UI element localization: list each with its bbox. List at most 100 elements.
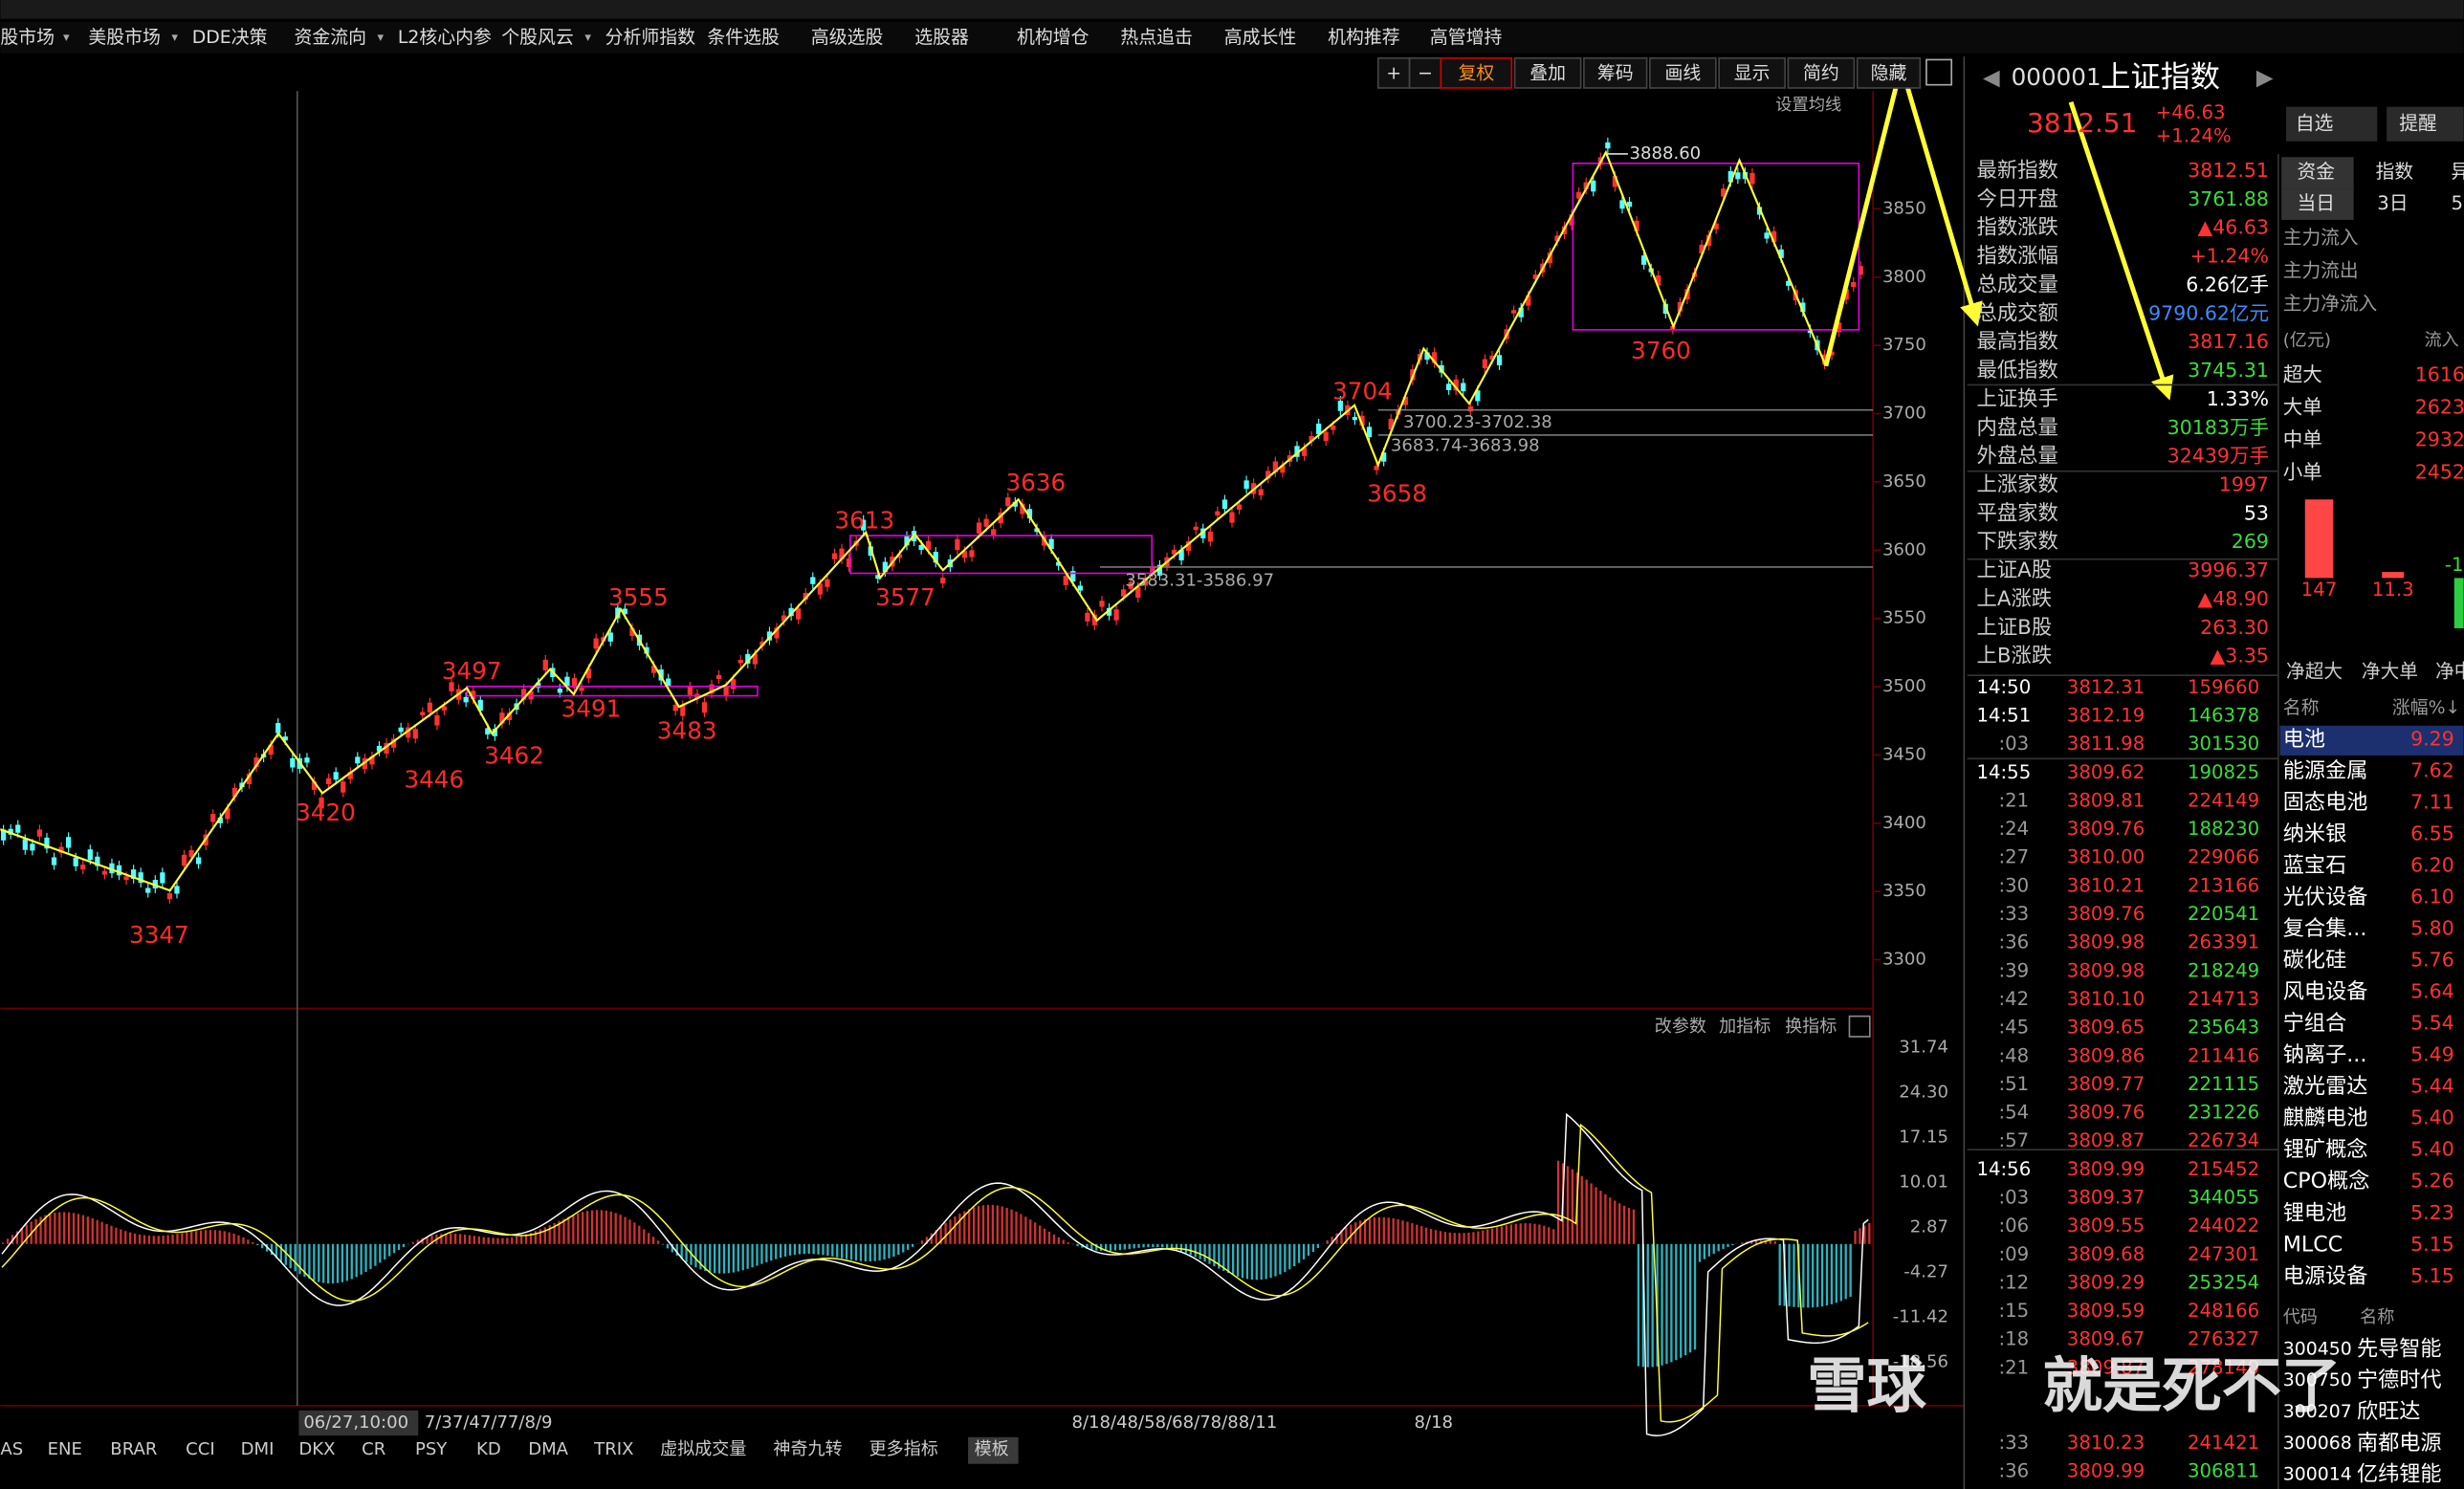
menu-item[interactable]: 选股器 — [914, 27, 969, 48]
toolbar-button[interactable] — [1649, 56, 1717, 89]
stock-name[interactable]: 南都电源 — [2357, 1431, 2442, 1456]
menu-item[interactable]: 热点追击 — [1120, 27, 1193, 48]
toolbar-label[interactable]: 简约 — [1803, 63, 1839, 84]
sector-name[interactable]: 风电设备 — [2283, 979, 2368, 1004]
fullscreen-icon[interactable] — [1925, 58, 1953, 86]
histogram-bar — [582, 1212, 584, 1244]
stock-name[interactable]: 先导智能 — [2357, 1336, 2442, 1361]
histogram-bar — [864, 1243, 867, 1261]
sector-name[interactable]: CPO概念 — [2283, 1169, 2370, 1193]
indicator-tab[interactable]: DMA — [528, 1439, 568, 1459]
menu-item[interactable]: 分析师指数 — [605, 27, 695, 48]
menu-item[interactable]: 机构增仓 — [1017, 27, 1089, 48]
sector-name[interactable]: 宁组合 — [2283, 1011, 2346, 1036]
toolbar-button[interactable] — [1856, 56, 1922, 89]
sector-name[interactable]: 复合集... — [2283, 916, 2367, 941]
indicator-tab[interactable]: ENE — [48, 1439, 82, 1459]
indicator-tab[interactable]: DMI — [241, 1439, 275, 1459]
sector-name[interactable]: 固态电池 — [2283, 790, 2368, 815]
close-button[interactable] — [1848, 1015, 1871, 1038]
button[interactable] — [2286, 106, 2378, 142]
indicator-tab[interactable]: 虚拟成交量 — [660, 1439, 746, 1459]
menu-item[interactable]: DDE决策 — [192, 27, 268, 48]
toolbar-button[interactable] — [1718, 56, 1786, 89]
toolbar-label[interactable]: 复权 — [1459, 63, 1495, 84]
tab[interactable]: 指数 — [2376, 161, 2414, 183]
indicator-tab[interactable]: 神奇九转 — [773, 1439, 842, 1459]
histogram-bar — [1529, 1223, 1531, 1244]
ma-setting[interactable]: 设置均线 — [1775, 96, 1841, 115]
menu-item[interactable]: 高级选股 — [811, 27, 884, 48]
sector-name[interactable]: 麒麟电池 — [2283, 1106, 2368, 1130]
toolbar-button[interactable] — [1376, 56, 1411, 89]
toolbar-button[interactable] — [1583, 56, 1648, 89]
menu-item[interactable]: 个股风云 — [501, 27, 574, 48]
indicator-control[interactable]: 换指标 — [1785, 1017, 1837, 1037]
histogram-bar — [699, 1243, 702, 1270]
tick-time: 14:50 — [1977, 676, 2032, 698]
menu-item[interactable]: 资金流向 — [294, 27, 366, 48]
button-label[interactable]: 提醒 — [2399, 112, 2436, 134]
toolbar-label[interactable]: 显示 — [1734, 63, 1771, 84]
sector-name[interactable]: 蓝宝石 — [2283, 853, 2346, 878]
indicator-tab[interactable]: CCI — [186, 1439, 215, 1459]
tab[interactable]: 异 — [2452, 161, 2464, 183]
sector-name[interactable]: 电源设备 — [2283, 1263, 2368, 1288]
tick-volume: 231226 — [2188, 1102, 2259, 1124]
button-label[interactable]: 自选 — [2296, 112, 2333, 134]
indicator-tab[interactable]: AS — [0, 1439, 23, 1459]
menu-item[interactable]: 条件选股 — [707, 27, 780, 48]
sector-name[interactable]: 碳化硅 — [2283, 948, 2346, 973]
toolbar-label[interactable]: 画线 — [1664, 63, 1701, 84]
toolbar-label[interactable]: 筹码 — [1597, 63, 1634, 84]
toolbar-button[interactable] — [1408, 56, 1442, 89]
sector-name[interactable]: 能源金属 — [2283, 758, 2368, 783]
tab[interactable]: 当日 — [2298, 192, 2335, 214]
menu-item[interactable]: 股市场 — [0, 27, 55, 48]
indicator-tab[interactable]: CR — [362, 1439, 386, 1459]
toolbar-label[interactable]: 隐藏 — [1871, 63, 1907, 84]
indicator-tab[interactable]: DKX — [298, 1439, 335, 1459]
indicator-tab[interactable]: TRIX — [593, 1439, 633, 1459]
toolbar-label[interactable]: 叠加 — [1529, 63, 1566, 84]
tick-time: 14:55 — [1977, 761, 2032, 783]
stock-name[interactable]: 欣旺达 — [2357, 1399, 2420, 1424]
toolbar-button[interactable] — [1513, 56, 1582, 89]
indicator-tab[interactable]: BRAR — [110, 1439, 158, 1459]
tab[interactable]: 5 — [2452, 192, 2464, 214]
menu-item[interactable]: 美股市场 — [88, 27, 161, 48]
indicator-control[interactable]: 改参数 — [1655, 1017, 1706, 1037]
histogram-bar — [694, 1243, 697, 1268]
menu-item[interactable]: L2核心内参 — [398, 27, 492, 48]
sector-name[interactable]: 电池 — [2283, 727, 2325, 752]
menu-item[interactable]: 高管增持 — [1430, 27, 1503, 48]
sector-name[interactable]: 钠离子... — [2283, 1042, 2367, 1067]
button[interactable] — [2387, 106, 2464, 142]
indicator-control[interactable]: 加指标 — [1719, 1017, 1771, 1037]
candle-body — [290, 757, 296, 768]
histogram-bar — [619, 1215, 622, 1244]
sector-name[interactable]: 纳米银 — [2283, 821, 2346, 846]
histogram-bar — [765, 1243, 768, 1262]
menu-item[interactable]: 高成长性 — [1224, 27, 1297, 48]
menu-item[interactable]: 机构推荐 — [1328, 27, 1400, 48]
tab[interactable]: 资金 — [2298, 161, 2336, 183]
sector-name[interactable]: 锂电池 — [2283, 1200, 2346, 1225]
stock-name[interactable]: 亿纬锂能 — [2357, 1462, 2442, 1487]
sector-name[interactable]: MLCC — [2283, 1232, 2343, 1257]
tick-price: 3810.00 — [2067, 846, 2145, 868]
tab[interactable]: 3日 — [2377, 192, 2408, 214]
toolbar-label[interactable]: − — [1418, 63, 1433, 84]
sector-name[interactable]: 光伏设备 — [2283, 885, 2368, 909]
stock-name[interactable]: 宁德时代 — [2357, 1368, 2442, 1392]
indicator-tab[interactable]: 模板 — [975, 1439, 1009, 1459]
toolbar-button[interactable] — [1787, 56, 1856, 89]
indicator-tab[interactable]: KD — [476, 1439, 501, 1459]
toolbar-label[interactable]: + — [1386, 63, 1401, 84]
sector-name[interactable]: 激光雷达 — [2283, 1074, 2368, 1099]
toolbar-button[interactable] — [1440, 56, 1513, 89]
histogram-bar — [360, 1243, 363, 1275]
indicator-tab[interactable]: PSY — [415, 1439, 448, 1459]
indicator-tab[interactable]: 更多指标 — [869, 1439, 938, 1459]
sector-name[interactable]: 锂矿概念 — [2283, 1137, 2368, 1162]
